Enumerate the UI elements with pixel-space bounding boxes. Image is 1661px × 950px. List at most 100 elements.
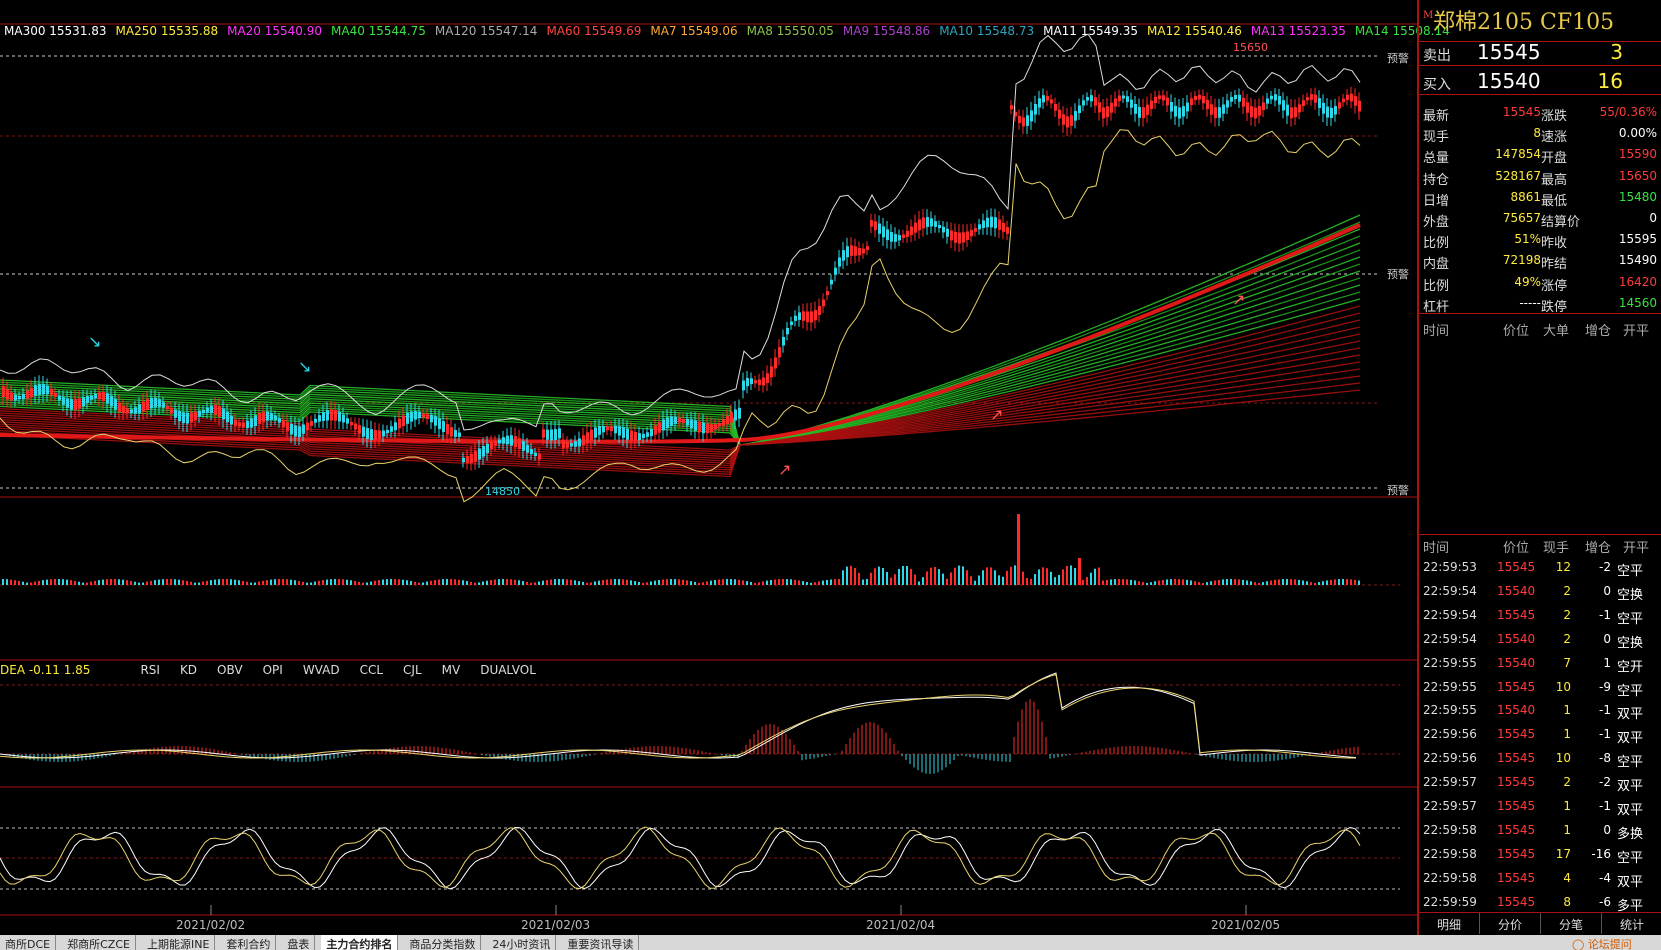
volume-bar (1094, 568, 1096, 585)
indicator-tab[interactable]: OBV (217, 663, 243, 677)
stat-label: 速涨 (1541, 130, 1568, 146)
candle-body (1290, 107, 1293, 119)
volume-bar (1354, 579, 1356, 585)
volume-bar (614, 579, 616, 585)
market-tab[interactable]: 郑商所CZCE (62, 935, 136, 950)
trade-row[interactable]: 22:59:55 15540 7 1 空开 (1419, 652, 1661, 676)
volume-bar (730, 579, 732, 585)
volume-bar (618, 579, 620, 585)
trade-row[interactable]: 22:59:56 15545 10 -8 空平 (1419, 747, 1661, 771)
trade-row[interactable]: 22:59:55 15545 10 -9 空平 (1419, 676, 1661, 700)
trade-row[interactable]: 22:59:54 15545 2 -1 空平 (1419, 604, 1661, 628)
market-tab[interactable]: 套利合约 (221, 935, 277, 950)
market-tab[interactable]: 商所DCE (0, 935, 57, 950)
market-tab[interactable]: 24小时资讯 (487, 935, 557, 950)
chart-canvas[interactable]: ↘ ↘ ↗ ↗ ↗ (0, 0, 1417, 935)
volume-bar (58, 579, 60, 585)
trade-row[interactable]: 22:59:55 15540 1 -1 双平 (1419, 699, 1661, 723)
volume-bar (1242, 579, 1244, 585)
indicator-tab[interactable]: DUALVOL (480, 663, 536, 677)
volume-bar (814, 582, 816, 585)
trade-row[interactable]: 22:59:54 15540 2 0 空换 (1419, 580, 1661, 604)
detail-tab[interactable]: 统计 (1602, 913, 1661, 934)
market-tab[interactable]: 重要资讯导读 (562, 935, 640, 950)
trade-row[interactable]: 22:59:58 15545 4 -4 双平 (1419, 867, 1661, 891)
trade-row[interactable]: 22:59:58 15545 17 -16 空平 (1419, 843, 1661, 867)
trade-row[interactable]: 22:59:59 15545 8 -6 多平 (1419, 891, 1661, 915)
candle-body (1134, 103, 1137, 114)
market-tab[interactable]: 商品分类指数 (404, 935, 482, 950)
candle-body (822, 299, 825, 307)
warning-label-top[interactable]: 预警 (1387, 52, 1409, 65)
trade-row[interactable]: 22:59:57 15545 1 -1 双平 (1419, 795, 1661, 819)
contract-title[interactable]: M 郑棉2105 CF105 (1419, 4, 1661, 42)
candle-body (286, 421, 289, 431)
volume-bar (470, 581, 472, 585)
trade-row[interactable]: 22:59:56 15545 1 -1 双平 (1419, 723, 1661, 747)
stat-row: 外盘 75657 结算价 0 (1419, 208, 1661, 230)
volume-bar (1198, 582, 1200, 585)
candle-body (410, 411, 413, 422)
trade-vol: 1 (1563, 799, 1571, 813)
candle-body (638, 433, 641, 440)
trade-row[interactable]: 22:59:53 15545 12 -2 空平 (1419, 556, 1661, 580)
indicator-tab[interactable]: WVAD (302, 663, 340, 677)
warning-label-bottom[interactable]: 预警 (1387, 484, 1409, 497)
market-tab[interactable]: 主力合约排名 (321, 935, 399, 950)
volume-bar (90, 581, 92, 585)
candle-body (650, 429, 653, 437)
detail-tab[interactable]: 分价 (1480, 913, 1541, 934)
indicator-tab[interactable]: RSI (140, 663, 160, 677)
candle-body (550, 429, 553, 441)
volume-bar (1270, 580, 1272, 585)
candle-body (110, 395, 113, 407)
stat-value: ----- (1519, 295, 1541, 310)
indicator-tab[interactable]: CJL (403, 663, 422, 677)
ma-ribbon-line (0, 347, 1361, 464)
candle-body (1022, 117, 1025, 127)
detail-tab[interactable]: 分笔 (1541, 913, 1602, 934)
candle-body (1206, 99, 1209, 110)
volume-bar (286, 579, 288, 585)
indicator-tab[interactable]: CCL (359, 663, 384, 677)
candle-body (894, 234, 897, 242)
indicator-tab[interactable]: MV (441, 663, 461, 677)
trade-price: 15545 (1497, 775, 1536, 790)
detail-tab[interactable]: 明细 (1419, 913, 1480, 934)
candle-body (22, 393, 25, 400)
candle-body (766, 373, 769, 384)
market-tab[interactable]: 上期能源INE (142, 935, 216, 950)
trade-vol: 2 (1563, 607, 1571, 622)
market-tab[interactable]: 盘表 (282, 935, 316, 950)
candle-body (58, 395, 61, 401)
candle-body (670, 416, 673, 426)
forum-link[interactable]: ◯ 论坛提问 (1572, 938, 1632, 950)
volume-spike (1017, 514, 1020, 585)
candle-body (718, 423, 721, 427)
candle-body (578, 438, 581, 447)
candle-body (614, 425, 617, 434)
candle-body (310, 421, 313, 426)
candle-body (658, 422, 661, 433)
volume-bar (134, 581, 136, 585)
indicator-tab[interactable]: KD (179, 663, 198, 677)
kline-chart-area[interactable]: ↘ ↘ ↗ ↗ ↗ MA300 15531.83 MA250 15535.88 MA20 1… (0, 0, 1450, 935)
candle-body (926, 217, 929, 227)
candle-body (74, 398, 77, 410)
candle-body (994, 217, 997, 229)
candle-body (114, 398, 117, 410)
candle-body (1298, 104, 1301, 113)
candle-body (82, 397, 85, 407)
warning-label-mid[interactable]: 预警 (1387, 268, 1409, 281)
candle-body (694, 420, 697, 431)
volume-bar (338, 579, 340, 585)
trade-row[interactable]: 22:59:54 15540 2 0 空换 (1419, 628, 1661, 652)
trade-row[interactable]: 22:59:58 15545 1 0 多换 (1419, 819, 1661, 843)
volume-bar (1206, 582, 1208, 585)
indicator-tab[interactable]: OPI (262, 663, 283, 677)
ma-legend-item: MA13 15523.35 (1250, 24, 1346, 38)
trade-row[interactable]: 22:59:57 15545 2 -2 双平 (1419, 771, 1661, 795)
candle-body (1242, 97, 1245, 107)
candle-body (278, 418, 281, 423)
volume-bar (86, 582, 88, 585)
